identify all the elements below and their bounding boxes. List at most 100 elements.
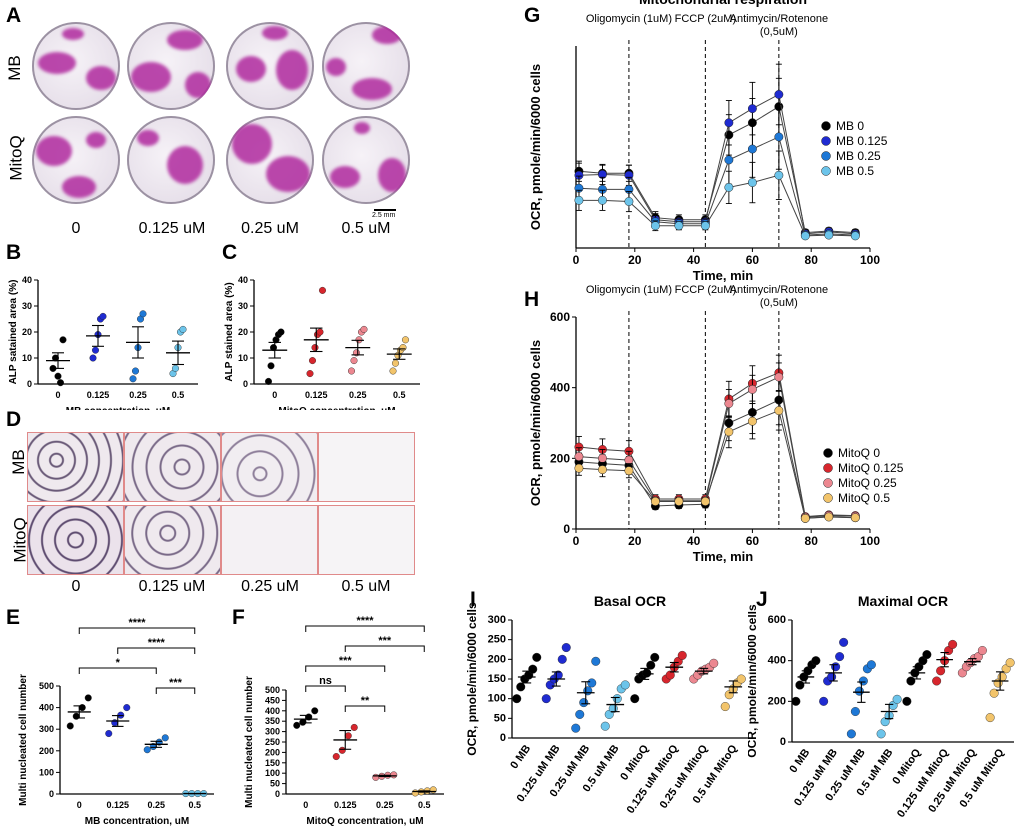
chart-h-point (774, 406, 784, 416)
chart-e-point (143, 746, 151, 754)
dish-mb-05 (322, 22, 410, 110)
chart-f-xtick-label: 0.125 (334, 800, 357, 810)
chart-g-legend-marker (821, 121, 831, 131)
chart-i-point (600, 721, 610, 731)
chart-h-point (747, 384, 757, 394)
chart-j-point (985, 713, 995, 723)
chart-f-sig-label: **** (356, 615, 374, 627)
chart-g-injection-label: FCCP (2uM) (675, 13, 737, 25)
chart-i-point (541, 694, 551, 704)
chart-f-xtick-label: 0.25 (376, 800, 394, 810)
chart-i-point (630, 694, 640, 704)
chart-f-sig-label: *** (339, 655, 353, 667)
chart-j-point (795, 680, 805, 690)
chart-j-point (835, 652, 845, 662)
panel-label-d: D (6, 408, 22, 431)
chart-h-legend-label: MitoQ 0.5 (838, 491, 890, 505)
chart-b-point (57, 379, 65, 387)
col-label-d-025: 0.25 uM (241, 578, 299, 595)
chart-c-xtick-label: 0.125 (305, 390, 328, 400)
chart-j-point (791, 696, 801, 706)
chart-e: 0 100 200 300 400 500 0 0.125 0.25 0.5 MB concentr… (18, 617, 214, 826)
chart-f-y-label: Multi nucleated cell number (244, 676, 255, 808)
chart-f-point (350, 723, 358, 731)
chart-c-point (318, 286, 326, 294)
chart-i-point (736, 674, 746, 684)
chart-e-ytick-label: 100 (39, 767, 54, 777)
chart-f-ytick-label: 200 (265, 747, 280, 757)
chart-g-injection-label: (0,5uM) (760, 26, 798, 38)
chart-i-point (561, 643, 571, 653)
chart-i-point (571, 723, 581, 733)
chart-e-point (161, 734, 169, 742)
chart-f-ytick-label: 400 (265, 706, 280, 716)
chart-h-y-label: OCR, pmole/min/6000 cells (530, 340, 543, 506)
chart-h-point (724, 399, 734, 409)
panel-label-g: G (524, 4, 541, 27)
chart-j-ytick-label: 0 (780, 736, 786, 748)
row-label-d-mb: MB (8, 449, 28, 475)
chart-i-point (665, 670, 675, 680)
chart-j-point (839, 637, 849, 647)
chart-i-ytick-label: 50 (494, 712, 506, 724)
row-label-mitoq: MitoQ (6, 135, 26, 181)
dish-mitoq-0125 (127, 116, 215, 204)
chart-j-xtick-label: 0 MB (787, 747, 812, 775)
chart-f-ytick-label: 500 (265, 685, 280, 695)
chart-e-sig-bracket (78, 667, 157, 674)
chart-i-ytick-label: 150 (488, 673, 506, 685)
chart-g-series-line (578, 93, 856, 235)
chart-g-point (574, 195, 584, 205)
chart-j-point (977, 645, 987, 655)
chart-f-ytick-label: 150 (265, 758, 280, 768)
col-label-d-0125: 0.125 uM (138, 578, 206, 595)
chart-f-point (372, 773, 380, 781)
chart-j-ytick-label: 400 (768, 655, 786, 667)
chart-f-sig-bracket (344, 705, 386, 712)
chart-j-point (906, 676, 916, 686)
chart-h-x-label: Time, min (693, 549, 754, 564)
chart-j-point (811, 656, 821, 666)
chart-h-xtick-label: 100 (860, 534, 880, 548)
chart-g-point (724, 182, 734, 192)
chart-g-point (800, 231, 810, 241)
chart-i-point (591, 656, 601, 666)
chart-g-point (824, 230, 834, 240)
chart-f-point (311, 707, 319, 715)
chart-g-legend-marker (821, 151, 831, 161)
chart-i-point (516, 682, 526, 692)
chart-c-point (306, 370, 314, 378)
micrograph-mitoq-025 (221, 505, 318, 575)
chart-j-point (1005, 658, 1015, 668)
chart-g-x-label: Time, min (693, 268, 754, 283)
col-label-a-0125: 0.125 uM (138, 220, 206, 237)
chart-h-point (598, 453, 607, 463)
chart-b-ytick-label: 30 (22, 301, 32, 311)
chart-b-ytick-label: 0 (27, 379, 32, 389)
chart-g-point (850, 231, 860, 241)
dish-mb-025 (226, 22, 314, 110)
chart-b-xtick-label: 0.5 (172, 390, 185, 400)
chart-j-point (876, 729, 886, 739)
chart-e-ytick-label: 400 (39, 703, 54, 713)
chart-f-sig-bracket (305, 625, 425, 632)
panel-label-c: C (222, 241, 238, 264)
chart-j-point (846, 729, 856, 739)
chart-f-ytick-label: 50 (270, 779, 280, 789)
scale-label-a: 2.5 mm (372, 212, 396, 219)
chart-c-ytick-label: 10 (238, 353, 248, 363)
chart-b-point (171, 364, 179, 372)
chart-c-point (350, 357, 358, 365)
chart-f-point (390, 771, 398, 779)
chart-h-point (598, 465, 607, 475)
chart-j-point (858, 676, 868, 686)
chart-h-point (850, 513, 860, 523)
chart-g-point (724, 155, 734, 165)
chart-b-point (99, 312, 107, 320)
chart-g-legend-label: MB 0 (836, 119, 864, 133)
chart-c: 0 10 20 30 40 0 0.125 0.25 0.5 MitoQ concentratio… (224, 275, 420, 410)
chart-c-xtick-label: 0.5 (393, 390, 406, 400)
chart-h-injection-label: (0,5uM) (760, 297, 798, 309)
chart-e-ytick-label: 200 (39, 746, 54, 756)
chart-i-ytick-label: 200 (488, 653, 506, 665)
